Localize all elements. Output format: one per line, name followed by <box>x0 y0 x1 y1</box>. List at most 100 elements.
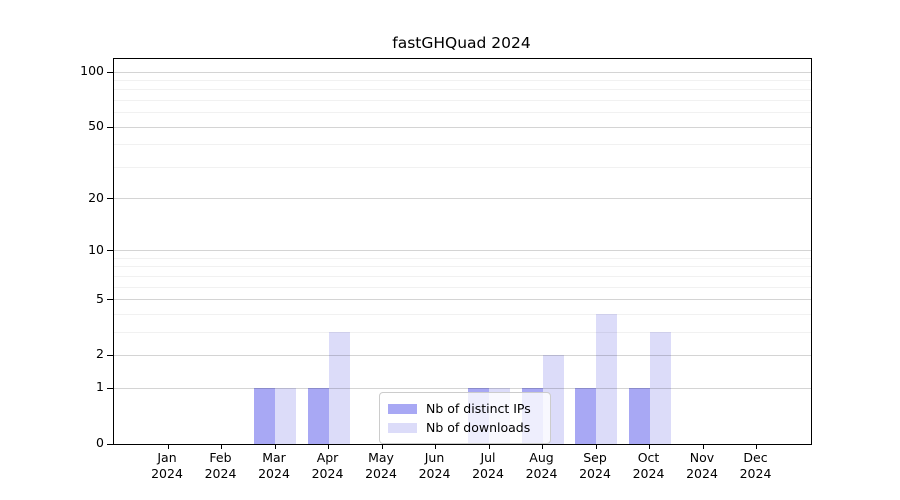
bar-downloads <box>649 332 671 444</box>
bar-distinct-ips <box>254 388 275 444</box>
month-label: Jan <box>157 450 177 465</box>
x-axis-tick <box>381 444 383 449</box>
month-label: Oct <box>637 450 660 465</box>
minor-gridline <box>114 257 811 259</box>
major-gridline <box>114 126 811 128</box>
bar-downloads <box>596 314 617 444</box>
month-label: Apr <box>316 450 339 465</box>
major-gridline <box>114 387 811 389</box>
major-gridline <box>114 354 811 356</box>
legend-label-distinct-ips: Nb of distinct IPs <box>426 401 531 416</box>
y-axis-tick-label: 10 <box>88 241 104 257</box>
chart-title: fastGHQuad 2024 <box>392 34 531 52</box>
x-axis-tick <box>328 444 329 449</box>
x-axis-tick <box>702 444 704 449</box>
x-axis-tick <box>542 444 543 449</box>
month-label: Nov <box>689 450 715 465</box>
major-gridline <box>114 71 811 73</box>
y-axis-tick <box>107 387 113 389</box>
month-label: Jun <box>424 450 445 465</box>
y-axis-tick-labels: 0 1 2 5 10 20 50 100 <box>0 58 104 450</box>
x-axis-tick-label: Apr 2024 <box>286 450 370 482</box>
major-gridline <box>114 299 811 301</box>
year-label: 2024 <box>204 466 237 481</box>
bar-downloads <box>275 388 296 444</box>
y-axis-tick-label: 20 <box>88 189 104 205</box>
y-axis-tick <box>107 71 113 73</box>
minor-gridline <box>114 79 811 81</box>
x-axis-tick-label: Jun 2024 <box>393 450 477 482</box>
bar-distinct-ips <box>575 388 596 444</box>
legend-swatch-downloads <box>388 422 417 433</box>
legend-item-downloads: Nb of downloads <box>388 418 542 437</box>
year-label: 2024 <box>579 466 611 481</box>
month-label: Aug <box>529 450 554 465</box>
x-axis-tick-label: Nov 2024 <box>660 450 744 482</box>
x-axis-tick-label: Dec 2024 <box>714 450 798 482</box>
bar-downloads <box>328 332 350 444</box>
plot-area: Nb of distinct IPs Nb of downloads <box>107 58 812 449</box>
year-label: 2024 <box>632 466 665 481</box>
legend: Nb of distinct IPs Nb of downloads <box>379 392 551 444</box>
minor-gridline <box>114 331 811 333</box>
year-label: 2024 <box>472 466 504 481</box>
y-axis-tick-label: 100 <box>80 63 104 78</box>
x-axis-tick-label: Feb 2024 <box>179 450 263 482</box>
y-axis-tick-label: 1 <box>96 379 104 395</box>
year-label: 2024 <box>739 466 772 481</box>
x-axis-tick-label: May 2024 <box>339 450 423 482</box>
month-label: Feb <box>209 450 232 465</box>
x-axis-tick <box>595 444 597 449</box>
y-axis-tick <box>107 443 113 445</box>
minor-gridline <box>114 166 811 168</box>
minor-gridline <box>114 144 811 146</box>
major-gridline <box>114 198 811 200</box>
y-axis-tick <box>107 250 113 252</box>
legend-item-distinct-ips: Nb of distinct IPs <box>388 399 542 418</box>
x-axis-tick-labels: Jan 2024 Feb 2024 Mar 2024 Apr 2024 May 2024 Jun 20… <box>113 450 810 490</box>
month-label: May <box>368 450 394 465</box>
y-axis-tick <box>107 354 113 356</box>
x-axis-tick <box>221 444 222 449</box>
minor-gridline <box>114 286 811 288</box>
x-axis-tick <box>435 444 436 449</box>
minor-gridline <box>114 313 811 315</box>
minor-gridline <box>114 112 811 114</box>
x-axis-tick <box>167 444 169 449</box>
y-axis-tick-label: 50 <box>88 118 104 134</box>
y-axis-tick-label: 0 <box>96 435 104 450</box>
month-label: Sep <box>583 450 607 465</box>
y-axis-tick <box>107 198 113 200</box>
minor-gridline <box>114 275 811 277</box>
major-gridline <box>114 250 811 252</box>
x-axis-tick <box>274 444 276 449</box>
y-axis-tick <box>107 126 113 128</box>
x-axis-tick-label: Mar 2024 <box>232 450 316 482</box>
x-axis-tick <box>649 444 650 449</box>
x-axis-tick <box>488 444 490 449</box>
year-label: 2024 <box>311 466 344 481</box>
minor-gridline <box>114 266 811 268</box>
x-axis-tick-label: Aug 2024 <box>500 450 584 482</box>
month-label: Jul <box>480 450 496 465</box>
year-label: 2024 <box>365 466 397 481</box>
year-label: 2024 <box>151 466 183 481</box>
y-axis-tick-label: 2 <box>96 346 104 362</box>
legend-swatch-distinct-ips <box>388 403 417 414</box>
month-label: Dec <box>743 450 768 465</box>
minor-gridline <box>114 89 811 91</box>
minor-gridline <box>114 99 811 101</box>
x-axis-tick <box>756 444 757 449</box>
bar-distinct-ips <box>628 388 650 444</box>
year-label: 2024 <box>525 466 558 481</box>
y-axis-tick-label: 5 <box>96 290 104 306</box>
x-axis-tick-label: Oct 2024 <box>607 450 691 482</box>
year-label: 2024 <box>686 466 718 481</box>
y-axis-tick <box>107 299 113 301</box>
bar-distinct-ips <box>307 388 329 444</box>
year-label: 2024 <box>418 466 451 481</box>
legend-label-downloads: Nb of downloads <box>426 420 531 435</box>
x-axis-tick-label: Jul 2024 <box>446 450 530 482</box>
month-label: Mar <box>262 450 286 465</box>
